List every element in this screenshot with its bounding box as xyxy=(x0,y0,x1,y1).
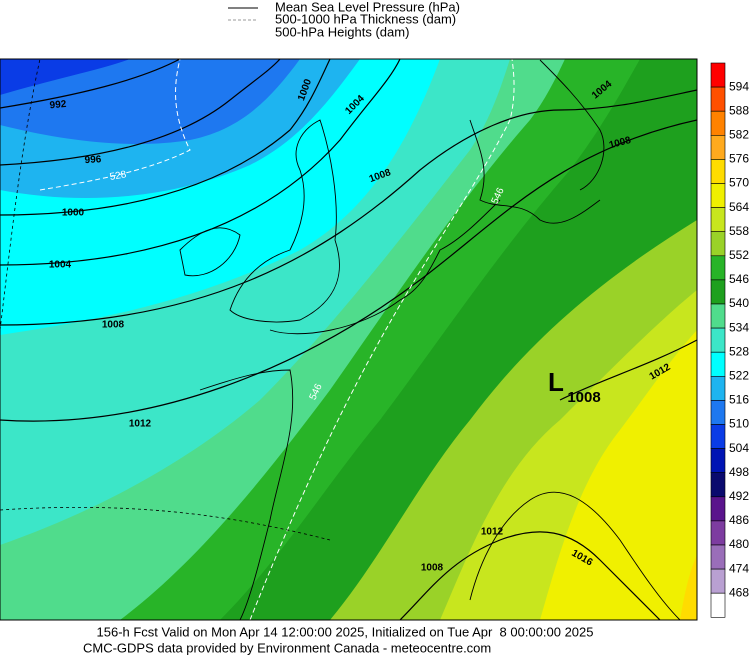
colorbar-label: 582 xyxy=(729,127,749,141)
colorbar-swatch xyxy=(710,86,726,112)
colorbar-label: 492 xyxy=(729,489,749,503)
colorbar-label: 552 xyxy=(729,248,749,262)
colorbar-swatch xyxy=(710,568,726,594)
thickness-lines xyxy=(39,59,515,620)
low-symbol: L xyxy=(548,367,564,397)
colorbar: 594 588 582 576 570 564 558 552 546 540 534 528 522 5… xyxy=(710,62,749,618)
colorbar-swatch xyxy=(710,472,726,498)
legend: Mean Sea Level Pressure (hPa) 500-1000 h… xyxy=(228,0,460,39)
colorbar-swatch xyxy=(710,135,726,160)
isobar-label: 1004 xyxy=(49,260,72,271)
colorbar-label: 576 xyxy=(729,152,749,166)
map-frame xyxy=(0,58,698,621)
colorbar-swatch xyxy=(710,351,726,377)
colorbar-label: 510 xyxy=(729,417,749,431)
colorbar-label: 540 xyxy=(729,296,749,310)
colorbar-label: 468 xyxy=(729,585,749,599)
isobar-label: 1000 xyxy=(62,208,85,219)
isobar-label: 1008 xyxy=(102,320,125,331)
colorbar-swatch xyxy=(710,183,726,208)
colorbar-label: 516 xyxy=(729,393,749,407)
colorbar-swatch xyxy=(710,303,726,329)
legend-label: Mean Sea Level Pressure (hPa) xyxy=(275,0,460,14)
map: L 1008 xyxy=(0,59,697,620)
colorbar-swatch xyxy=(710,62,726,88)
colorbar-swatch xyxy=(710,496,726,522)
isobar-label: 996 xyxy=(84,154,102,166)
footer-line: 156-h Fcst Valid on Mon Apr 14 12:00:00 … xyxy=(97,624,594,639)
colorbar-swatch xyxy=(710,255,726,281)
colorbar-swatch xyxy=(710,231,726,257)
colorbar-label: 558 xyxy=(729,224,749,238)
colorbar-label: 486 xyxy=(729,513,749,527)
colorbar-label: 588 xyxy=(729,103,749,117)
colorbar-label: 534 xyxy=(729,320,749,334)
colorbar-label: 546 xyxy=(729,272,749,286)
colorbar-swatch xyxy=(710,375,726,401)
colorbar-label: 570 xyxy=(729,176,749,190)
colorbar-label: 504 xyxy=(729,441,749,455)
colorbar-label: 564 xyxy=(729,200,749,214)
colorbar-swatch xyxy=(710,279,726,305)
footer-line: CMC-GDPS data provided by Environment Ca… xyxy=(83,640,491,655)
colorbar-swatch xyxy=(710,424,726,449)
colorbar-label: 480 xyxy=(729,537,749,551)
band xyxy=(0,59,130,95)
colorbar-label: 594 xyxy=(729,79,749,93)
colorbar-label: 522 xyxy=(729,368,749,382)
height-lines xyxy=(0,59,331,541)
colorbar-swatch xyxy=(710,592,726,618)
low-pressure: 1008 xyxy=(567,389,600,406)
colorbar-swatch xyxy=(710,544,726,570)
colorbar-swatch xyxy=(710,400,726,425)
colorbar-label: 528 xyxy=(729,344,749,358)
isobar-label: 1012 xyxy=(481,527,504,538)
thickness-label: 528 xyxy=(109,169,128,183)
legend-label: 500-hPa Heights (dam) xyxy=(275,24,409,39)
legend-label: 500-1000 hPa Thickness (dam) xyxy=(275,11,456,26)
colorbar-label: 474 xyxy=(729,561,749,575)
colorbar-swatch xyxy=(710,207,726,233)
isobar-label: 992 xyxy=(49,99,67,111)
colorbar-swatch xyxy=(710,110,726,136)
colorbar-swatch xyxy=(710,448,726,474)
isobar-label: 1012 xyxy=(129,419,152,430)
colorbar-swatch xyxy=(710,327,726,353)
colorbar-swatch xyxy=(710,159,726,184)
colorbar-label: 498 xyxy=(729,465,749,479)
band xyxy=(680,555,697,620)
band xyxy=(540,330,697,620)
isobar-label: 1008 xyxy=(421,563,444,574)
coastlines xyxy=(179,59,681,620)
colorbar-swatch xyxy=(710,520,726,546)
